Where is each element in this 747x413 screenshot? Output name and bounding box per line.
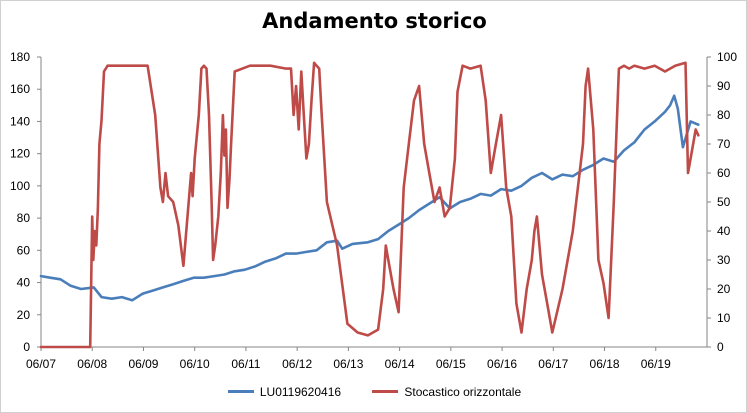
legend-swatch-1: [227, 390, 254, 393]
chart-title: Andamento storico: [262, 9, 487, 33]
y2-tick-label: 0: [717, 340, 724, 354]
y-tick-label: 80: [17, 211, 31, 225]
series-line-1: [39, 94, 700, 302]
y2-tick-label: 50: [717, 195, 731, 209]
x-tick-label: 06/14: [385, 357, 415, 371]
y2-tick-label: 30: [717, 253, 731, 267]
y-tick-label: 140: [10, 114, 30, 128]
series-lines: [39, 61, 700, 349]
axes: [37, 56, 711, 351]
y2-tick-label: 40: [717, 224, 731, 238]
x-tick-label: 06/17: [538, 357, 568, 371]
y-tick-label: 100: [10, 179, 30, 193]
legend-item-2: Stocastico orizzontale: [372, 385, 521, 399]
series-line-2: [39, 61, 700, 349]
y-tick-label: 120: [10, 147, 30, 161]
y2-tick-label: 80: [717, 108, 731, 122]
y2-tick-label: 60: [717, 166, 731, 180]
y-tick-label: 160: [10, 82, 30, 96]
x-tick-label: 06/16: [487, 357, 517, 371]
x-tick-label: 06/12: [282, 357, 312, 371]
y2-tick-label: 20: [717, 282, 731, 296]
x-tick-label: 06/19: [641, 357, 671, 371]
x-tick-label: 06/11: [231, 357, 260, 371]
y-tick-label: 20: [17, 308, 31, 322]
y2-tick-label: 10: [717, 311, 731, 325]
x-tick-label: 06/10: [180, 357, 210, 371]
legend-label-2: Stocastico orizzontale: [404, 384, 522, 399]
x-tick-label: 06/07: [26, 357, 56, 371]
x-tick-label: 06/13: [333, 357, 363, 371]
y2-tick-label: 100: [717, 50, 737, 64]
legend-item-1: LU0119620416: [227, 384, 342, 399]
y-tick-label: 40: [17, 276, 31, 290]
legend-swatch-2: [372, 390, 399, 393]
y-tick-label: 0: [23, 340, 30, 354]
tick-labels: 0 20 40 60 80 100 120 140 160 180 0 10 20 30 40 50 60 70 8…: [10, 50, 737, 371]
x-tick-label: 06/09: [128, 357, 158, 371]
x-tick-label: 06/08: [77, 357, 107, 371]
y-tick-label: 60: [17, 243, 31, 257]
y2-tick-label: 70: [717, 137, 731, 151]
legend-label-1: LU0119620416: [259, 384, 342, 399]
legend: LU0119620416 Stocastico orizzontale: [1, 382, 746, 399]
y2-tick-label: 90: [717, 79, 731, 93]
y-tick-label: 180: [10, 50, 30, 64]
x-tick-label: 06/18: [590, 357, 620, 371]
x-tick-label: 06/15: [436, 357, 466, 371]
